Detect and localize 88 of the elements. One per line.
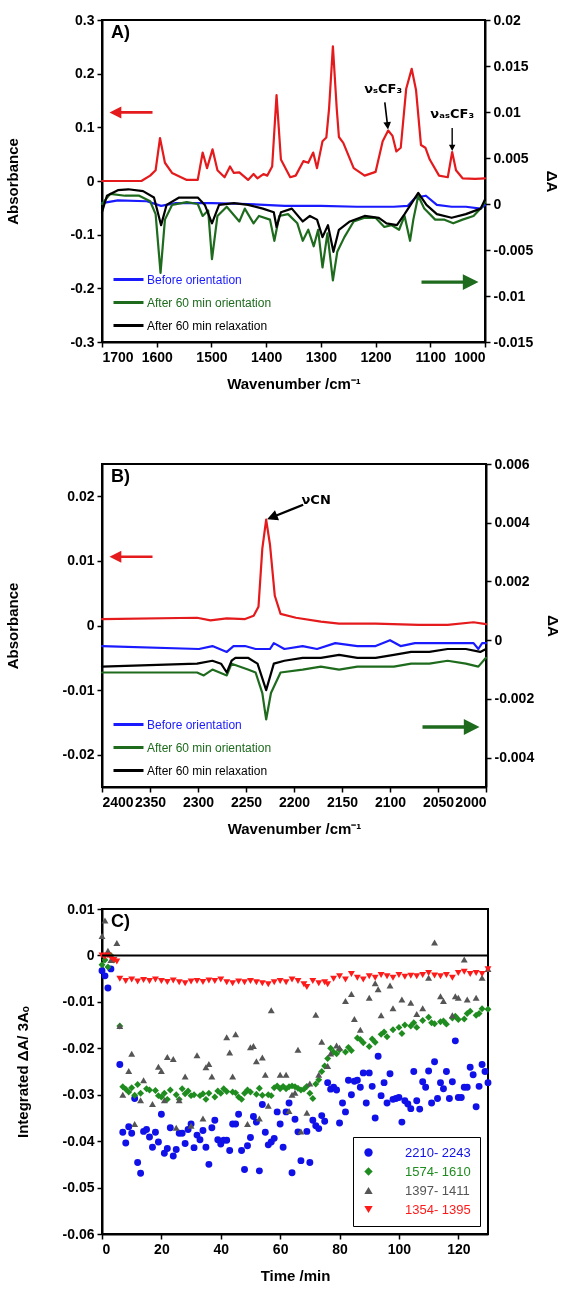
x-tick-label: 2100 [374, 793, 407, 810]
y-tick-label: 0.1 [75, 118, 95, 135]
x-tick-label: 40 [213, 1240, 230, 1257]
y2-tick-label: 0.002 [494, 572, 530, 589]
legend-label: Before orientation [147, 717, 242, 732]
line-series [100, 45, 487, 183]
annotation: νCN [301, 491, 331, 507]
line-series [100, 192, 487, 282]
y2-tick-label: 0 [494, 631, 503, 648]
legend-label: After 60 min orientation [147, 295, 272, 310]
line-series [100, 194, 487, 210]
text: 1574- 1610 [405, 1163, 471, 1179]
x-tick-label: 1500 [196, 348, 228, 365]
y2-tick-label: -0.005 [493, 241, 534, 258]
x-axis-title: Wavenumber /cm⁻¹ [227, 819, 362, 837]
legend-label: After 60 min relaxation [147, 763, 268, 778]
x-tick-label: 1400 [251, 348, 283, 365]
legend-label: After 60 min orientation [147, 740, 272, 755]
x-tick-label: 60 [272, 1240, 289, 1257]
text: 1397- 1411 [405, 1182, 470, 1198]
y2-tick-label: 0 [493, 195, 502, 212]
y-tick-label: -0.3 [70, 333, 95, 350]
x-tick-label: 1600 [141, 348, 173, 365]
y-tick-label: -0.04 [62, 1132, 95, 1149]
x-tick-label: 2400 [102, 793, 134, 810]
line-series [100, 639, 488, 654]
y2-tick-label: 0.01 [493, 103, 521, 120]
x-tick-label: 1700 [102, 348, 134, 365]
text: 1354- 1395 [405, 1201, 471, 1217]
y-tick-label: 0 [86, 617, 95, 633]
x-tick-label: 1200 [360, 348, 392, 365]
line-series [100, 518, 488, 626]
y-tick-label: 0 [86, 172, 95, 189]
x-tick-label: 2150 [326, 793, 359, 810]
y-tick-label: 0.01 [67, 552, 95, 569]
x-tick-label: 80 [332, 1240, 349, 1257]
x-tick-label: 2250 [230, 793, 263, 810]
y2-tick-label: -0.002 [494, 690, 535, 707]
y2-tick-label: 0.015 [493, 57, 529, 74]
x-axis-title: Time /min [260, 1266, 331, 1284]
x-tick-label: 1300 [305, 348, 338, 365]
x-tick-label: 2200 [278, 793, 311, 810]
x-tick-label: 20 [154, 1240, 170, 1257]
y-tick-label: 0.2 [75, 65, 95, 82]
y2-tick-label: 0.004 [494, 514, 530, 531]
x-tick-label: 2300 [182, 793, 215, 810]
x-tick-label: 2350 [134, 793, 167, 810]
annotation: νₛCF₃ [364, 80, 403, 96]
x-tick-label: 0 [102, 1240, 111, 1257]
x-tick-label: 2000 [455, 793, 487, 810]
chart-title: B) [111, 466, 130, 486]
y2-tick-label: 0.02 [493, 11, 521, 28]
y-tick-label: -0.1 [70, 226, 95, 243]
y2-axis-title: ΔA [543, 170, 561, 193]
y-axis-title: Integrated ΔA/ 3Aₒ [13, 1006, 31, 1138]
y-tick-label: 0.01 [67, 900, 95, 917]
x-axis-title: Wavenumber /cm⁻¹ [227, 374, 361, 392]
y-axis-title: Absorbance [3, 138, 21, 225]
y2-tick-label: 0.006 [494, 455, 530, 472]
legend-label: Before orientation [147, 272, 242, 287]
y2-tick-label: -0.015 [493, 333, 534, 350]
y-axis-title: Absorbance [3, 582, 21, 670]
y-tick-label: -0.06 [62, 1225, 95, 1242]
y-tick-label: -0.03 [62, 1086, 95, 1103]
y-tick-label: -0.02 [62, 746, 95, 763]
annotation: νₐₛCF₃ [430, 106, 475, 122]
y-tick-label: 0.3 [75, 11, 95, 28]
x-tick-label: 2050 [422, 793, 455, 810]
y-tick-label: 0.02 [67, 487, 95, 504]
y-tick-label: -0.2 [70, 279, 95, 296]
series-label: 2210- 2243 [405, 1144, 471, 1160]
y2-axis-title: ΔA [544, 615, 562, 637]
x-tick-label: 1100 [415, 348, 447, 365]
legend-label: After 60 min relaxation [147, 318, 268, 333]
y-tick-label: 0 [86, 946, 95, 963]
y-tick-label: -0.01 [62, 993, 95, 1010]
y-tick-label: -0.02 [62, 1039, 95, 1056]
y-tick-label: -0.05 [62, 1179, 95, 1196]
y-tick-label: -0.01 [62, 681, 95, 698]
y2-tick-label: -0.004 [494, 749, 535, 766]
x-tick-label: 100 [387, 1240, 412, 1257]
chart-title: A) [111, 22, 130, 42]
y2-tick-label: 0.005 [493, 149, 529, 166]
y2-tick-label: -0.01 [493, 287, 526, 304]
x-tick-label: 1000 [454, 348, 486, 365]
chart-title: C) [111, 911, 130, 931]
line-series [100, 656, 488, 721]
x-tick-label: 120 [447, 1240, 471, 1257]
